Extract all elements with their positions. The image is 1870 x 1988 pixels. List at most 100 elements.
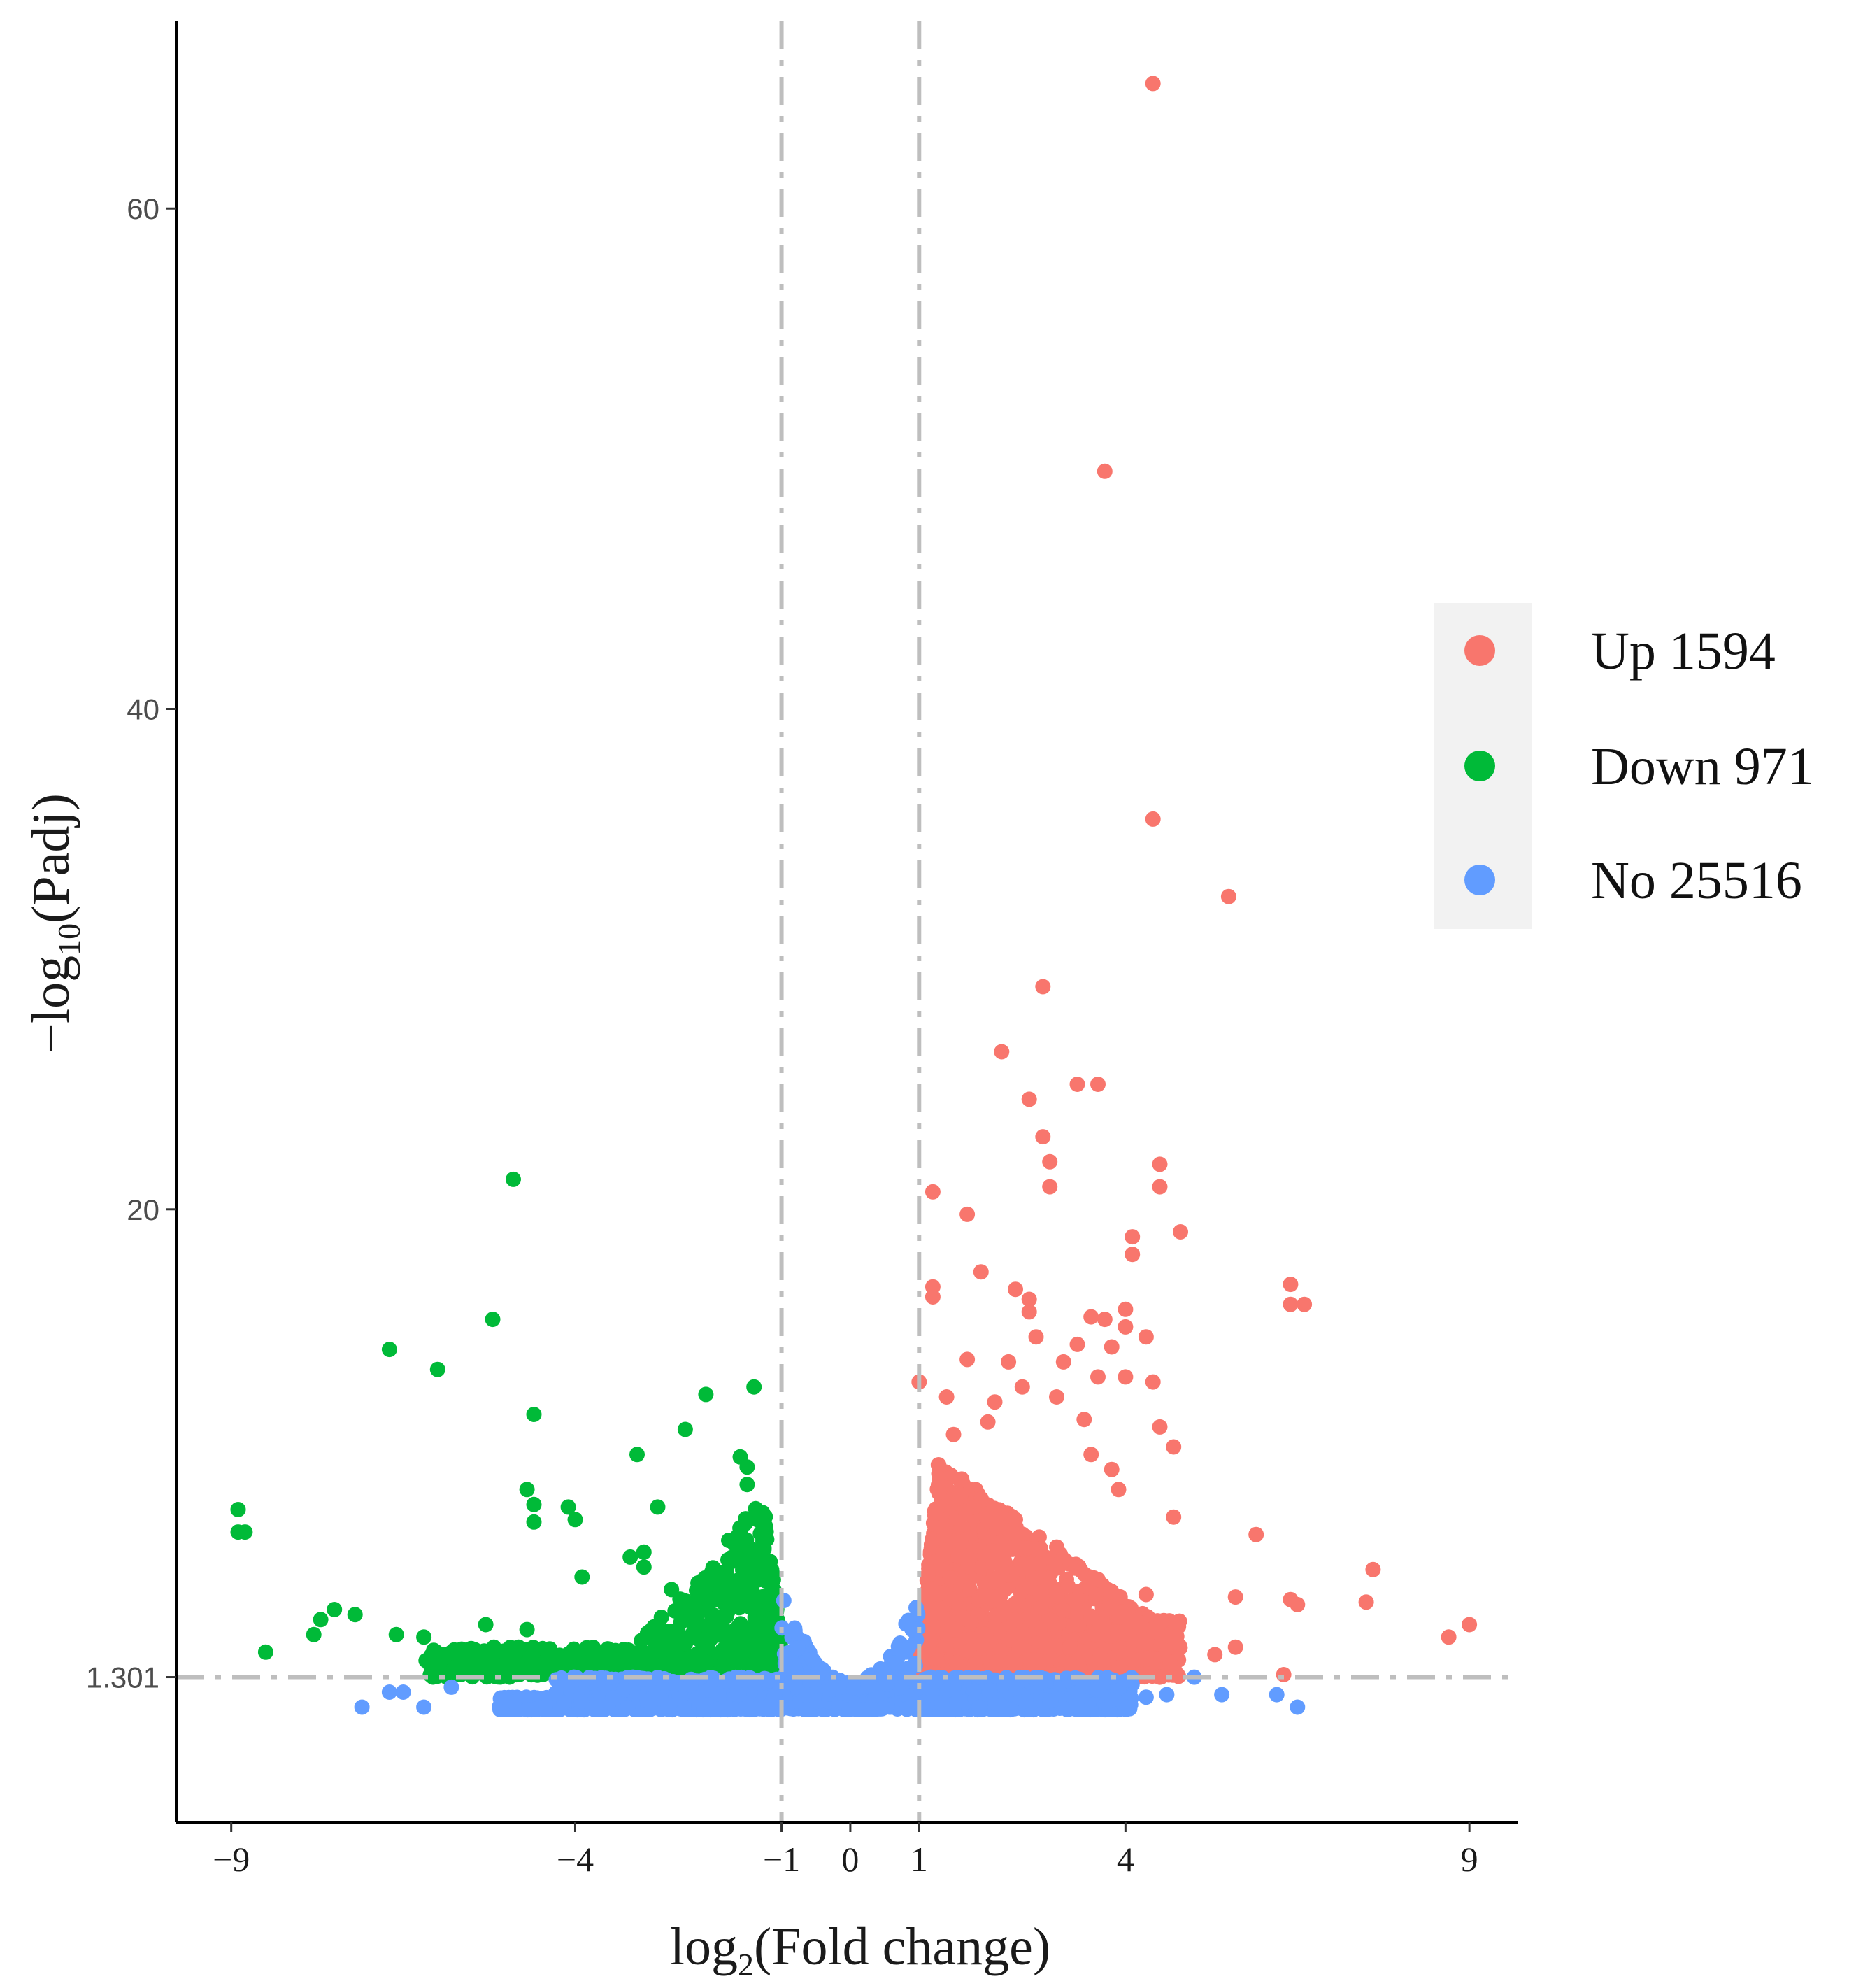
point-up: [919, 1586, 934, 1602]
point-up: [1111, 1609, 1127, 1625]
point-up: [1010, 1593, 1026, 1610]
point-up: [1166, 1509, 1182, 1525]
point-up: [1123, 1613, 1139, 1629]
point-up: [1048, 1638, 1064, 1654]
point-down: [522, 1649, 538, 1665]
point-up: [934, 1605, 950, 1621]
point-down: [752, 1526, 769, 1542]
point-down: [650, 1499, 666, 1515]
x-tick-label: −4: [557, 1840, 594, 1879]
point-down: [746, 1379, 762, 1395]
point-up: [1166, 1439, 1182, 1455]
point-no: [605, 1690, 621, 1706]
point-no: [524, 1702, 539, 1718]
point-no: [1159, 1687, 1175, 1703]
point-up: [990, 1545, 1006, 1561]
point-down: [675, 1592, 691, 1608]
point-no: [354, 1699, 370, 1715]
point-up: [1358, 1594, 1374, 1610]
point-up: [1019, 1540, 1035, 1556]
point-no: [766, 1687, 783, 1703]
point-up: [989, 1654, 1005, 1670]
point-down: [711, 1564, 727, 1580]
point-up: [978, 1588, 994, 1604]
point-up: [1021, 1291, 1037, 1307]
point-up: [952, 1472, 968, 1489]
point-down: [629, 1447, 645, 1463]
point-down: [622, 1649, 638, 1666]
point-no: [804, 1652, 820, 1668]
point-up: [1152, 1669, 1168, 1685]
point-no: [1104, 1692, 1120, 1708]
point-up: [920, 1566, 936, 1582]
point-no: [616, 1682, 632, 1698]
legend-key-up: [1464, 635, 1495, 666]
point-no: [899, 1701, 915, 1717]
point-up: [1138, 1586, 1154, 1603]
point-up: [1006, 1612, 1022, 1628]
point-no: [662, 1698, 678, 1714]
point-up: [1070, 1605, 1086, 1620]
point-no: [994, 1698, 1010, 1714]
x-tick-label: 1: [911, 1840, 928, 1879]
point-no: [1214, 1687, 1230, 1703]
point-up: [1083, 1609, 1099, 1625]
legend-label-no: No 25516: [1591, 851, 1802, 910]
point-down: [748, 1500, 764, 1517]
point-up: [1042, 1153, 1058, 1170]
y-tick-label: 40: [127, 693, 159, 726]
point-up: [1008, 1281, 1023, 1298]
point-up: [1055, 1354, 1071, 1370]
point-up: [991, 1624, 1007, 1640]
point-no: [416, 1699, 432, 1715]
point-up: [1069, 1077, 1085, 1092]
point-up: [1125, 1247, 1141, 1263]
point-down: [755, 1589, 771, 1605]
point-up: [1104, 1461, 1120, 1477]
point-up: [1110, 1626, 1126, 1642]
point-down: [691, 1589, 707, 1605]
point-no: [776, 1593, 792, 1609]
point-down: [752, 1568, 768, 1584]
point-up: [987, 1394, 1003, 1410]
point-up: [1248, 1526, 1264, 1542]
point-up: [1032, 1541, 1048, 1557]
point-no: [855, 1701, 871, 1717]
point-up: [1276, 1667, 1292, 1682]
point-up: [1083, 1309, 1099, 1325]
point-up: [1021, 1091, 1037, 1107]
point-up: [1042, 1179, 1058, 1195]
point-up: [1008, 1512, 1023, 1528]
point-down: [510, 1658, 526, 1674]
point-no: [1290, 1699, 1306, 1715]
point-no: [939, 1682, 955, 1698]
point-down: [739, 1477, 755, 1493]
point-up: [1073, 1562, 1089, 1578]
point-down: [381, 1342, 397, 1358]
point-no: [395, 1684, 411, 1700]
legend-key-down: [1464, 751, 1495, 781]
point-no: [879, 1677, 895, 1692]
point-up: [1118, 1301, 1134, 1317]
x-tick-label: −1: [763, 1840, 800, 1879]
x-axis-title: log2(Fold change): [670, 1917, 1050, 1982]
x-tick-label: 0: [841, 1840, 859, 1879]
point-up: [1062, 1640, 1078, 1655]
point-up: [1290, 1596, 1306, 1612]
point-no: [860, 1678, 876, 1694]
point-no: [1018, 1693, 1034, 1709]
point-up: [1031, 1556, 1047, 1572]
point-down: [526, 1496, 542, 1512]
point-no: [1088, 1682, 1104, 1698]
point-up: [1125, 1229, 1141, 1245]
point-no: [683, 1677, 699, 1693]
point-no: [443, 1679, 459, 1695]
point-up: [1365, 1561, 1381, 1577]
point-up: [1113, 1660, 1129, 1676]
point-up: [1152, 1179, 1168, 1195]
point-no: [1099, 1670, 1115, 1686]
point-down: [715, 1624, 731, 1640]
point-down: [473, 1654, 490, 1670]
